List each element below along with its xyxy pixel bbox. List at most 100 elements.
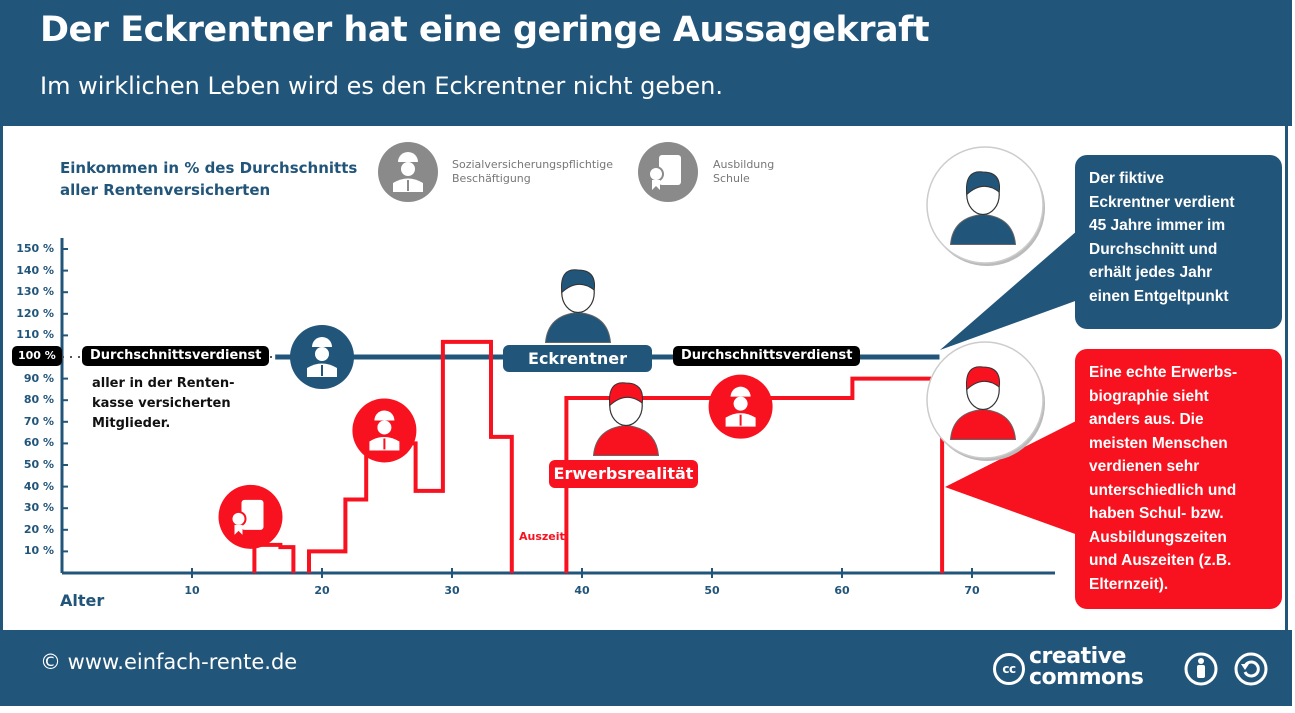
blue-bubble-line: erhält jedes Jahr (1089, 264, 1213, 281)
y-tick-label: 70 % (23, 414, 54, 428)
x-tick-label: 10 (184, 584, 200, 597)
avg-label-left: Durchschnittsverdienst (82, 346, 270, 366)
y-tick-label: 80 % (23, 393, 54, 407)
head (733, 396, 748, 411)
header-banner (0, 0, 1292, 126)
y-tick-label: 90 % (23, 371, 54, 385)
avg-note-line2: kasse versicherten (92, 396, 231, 411)
legend-worker-icon (378, 142, 438, 202)
x-tick-label: 60 (834, 584, 850, 597)
red-bubble-line: unterschiedlich und (1089, 481, 1237, 499)
y-tick-label: 130 % (16, 285, 54, 299)
attribution-icon[interactable] (1184, 652, 1218, 686)
red-bubble-line: verdienen sehr (1089, 458, 1200, 475)
y-axis-title-line2: aller Rentenversicherten (60, 181, 271, 199)
blue-bubble-tail (940, 230, 1078, 350)
red-bubble-tail (945, 420, 1078, 535)
avg-label-right: Durchschnittsverdienst (673, 346, 861, 366)
y-tick-label: 10 % (23, 544, 54, 558)
legend-education: Ausbildung Schule (713, 158, 774, 186)
y-tick-label: 60 % (23, 436, 54, 450)
x-tick-label: 30 (444, 584, 460, 597)
paper (241, 499, 264, 530)
red-bubble-line: Ausbildungszeiten (1089, 528, 1227, 546)
legend-employment-line1: Sozialversicherungspflichtige (452, 158, 613, 171)
legend-employment-line2: Beschäftigung (452, 172, 531, 185)
x-tick-label: 20 (314, 584, 330, 597)
seal (230, 510, 247, 527)
red-bubble-line: meisten Menschen (1089, 434, 1228, 452)
y-tick-label: 150 % (16, 242, 54, 255)
avg-note: aller in der Renten- kasse versicherten … (92, 374, 235, 434)
eckrentner-label: Eckrentner (503, 345, 652, 372)
erwerbsrealitaet-segment-1 (252, 542, 296, 573)
y-axis-title: Einkommen in % des Durchschnitts aller R… (60, 157, 357, 201)
legend-employment: Sozialversicherungspflichtige Beschäftig… (452, 158, 613, 186)
head (401, 162, 415, 176)
page-subtitle: Im wirklichen Leben wird es den Eckrentn… (40, 72, 724, 100)
worker-marker-icon (290, 325, 354, 389)
reality-person-icon (592, 382, 660, 456)
reality-speech-bubble: Eine echte Erwerbs-biographie sieht ander… (1075, 349, 1282, 609)
blue-bubble-line: 45 Jahre immer im (1089, 217, 1226, 234)
blue-bubble-line: einen Entgeltpunkt (1089, 287, 1229, 305)
cc-text-line2: commons (1029, 665, 1144, 690)
reality-portrait-icon (926, 341, 1045, 461)
footer-banner (0, 630, 1292, 706)
y-tick-label: 40 % (23, 479, 54, 493)
blue-bubble-line: Der fiktive (1089, 170, 1164, 187)
red-bubble-line: haben Schul- bzw. (1089, 505, 1224, 522)
y-tick-label: 50 % (23, 458, 54, 471)
page-title: Der Eckrentner hat eine geringe Aussagek… (40, 10, 930, 50)
legend-education-line1: Ausbildung (713, 158, 775, 171)
y-tick-label: 30 % (23, 501, 54, 515)
legend-certificate-icon (638, 142, 698, 202)
share-alike-icon[interactable] (1234, 652, 1268, 686)
license-icons (1184, 652, 1268, 686)
copyright-link[interactable]: © www.einfach-rente.de (40, 650, 298, 674)
helmet (730, 386, 751, 397)
portrait-person (949, 171, 1017, 245)
content-frame (0, 126, 1288, 630)
blue-bubble-line: Eckrentner verdient (1089, 193, 1235, 211)
y-tick-label: 110 % (16, 328, 54, 342)
paper (659, 155, 681, 185)
head (315, 347, 329, 361)
red-bubble-line: biographie sieht (1089, 387, 1209, 405)
helmet (374, 410, 395, 421)
red-bubble-line: Elternzeit). (1089, 575, 1169, 593)
cc-text-line1: creative (1029, 644, 1126, 669)
eckrentner-speech-bubble: Der fiktive Eckrentner verdient 45 Jahre i… (1075, 155, 1282, 329)
x-tick-label: 50 (704, 584, 720, 597)
y-axis-title-line1: Einkommen in % des Durchschnitts (60, 159, 358, 177)
certificate-marker-icon (218, 484, 283, 549)
worker-marker-icon (352, 398, 417, 463)
y-tick-label: 20 % (23, 522, 54, 536)
legend-education-line2: Schule (713, 172, 750, 185)
x-tick-label: 70 (964, 584, 980, 597)
x-axis-title: Alter (60, 591, 105, 610)
y-tick-100-highlight: 100 % (12, 346, 62, 366)
seal (648, 166, 664, 182)
eckrentner-person-icon (544, 269, 612, 343)
red-bubble-line: anders aus. Die (1089, 411, 1204, 428)
auszeit-label: Auszeit (519, 530, 565, 543)
y-tick-label: 120 % (16, 306, 54, 320)
blue-bubble-line: Durchschnitt und (1089, 240, 1218, 258)
erwerbsrealitaet-segment-2 (307, 339, 514, 573)
worker-marker-icon (708, 374, 773, 439)
x-tick-label: 40 (574, 584, 590, 597)
hair (965, 171, 1001, 196)
eckrentner-portrait-icon (926, 146, 1045, 266)
y-tick-label: 140 % (16, 263, 54, 277)
avg-note-line3: Mitglieder. (92, 416, 171, 431)
helmet (398, 152, 418, 162)
torso (592, 424, 660, 456)
ribbon (234, 524, 243, 535)
hair (608, 382, 644, 407)
head (377, 420, 392, 435)
hair (560, 269, 596, 294)
hair (965, 366, 1001, 391)
red-bubble-line: Eine echte Erwerbs- (1089, 364, 1238, 381)
torso (544, 311, 612, 343)
